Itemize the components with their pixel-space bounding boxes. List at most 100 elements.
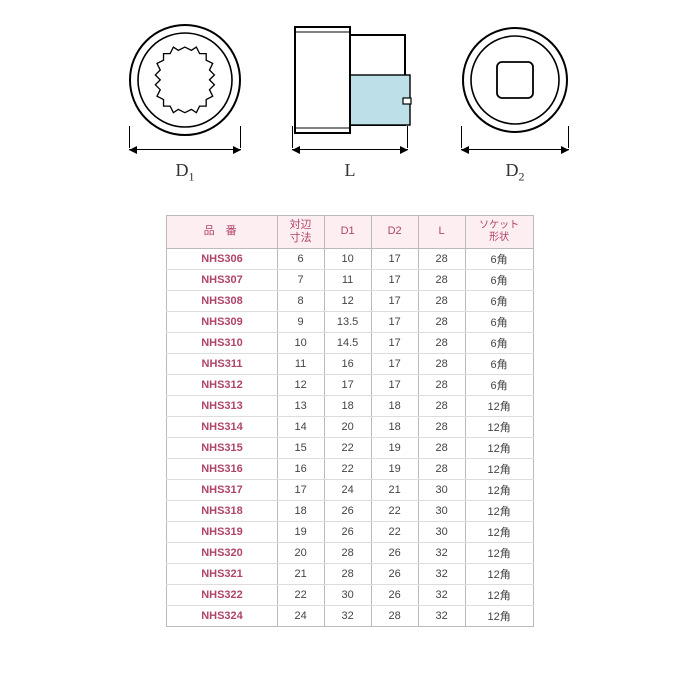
cell-d1: 30 xyxy=(324,584,371,605)
cell-shape: 12角 xyxy=(465,500,533,521)
cell-shape: 6角 xyxy=(465,248,533,269)
cell-d1: 11 xyxy=(324,269,371,290)
cell-l: 30 xyxy=(418,521,465,542)
col-d1: D1 xyxy=(324,215,371,248)
cell-d1: 10 xyxy=(324,248,371,269)
table-row: NHS3222230263212角 xyxy=(167,584,533,605)
cell-d1: 28 xyxy=(324,563,371,584)
cell-l: 28 xyxy=(418,353,465,374)
cell-shape: 12角 xyxy=(465,416,533,437)
table-wrap: 品番 対辺 寸法 D1 D2 L ソケット 形状 NHS30661017286角… xyxy=(0,215,700,627)
dim-label-l: L xyxy=(345,160,356,181)
cell-d2: 28 xyxy=(371,605,418,626)
socket-rear-icon xyxy=(455,20,575,140)
cell-l: 30 xyxy=(418,500,465,521)
cell-pn: NHS313 xyxy=(167,395,277,416)
cell-d2: 17 xyxy=(371,290,418,311)
cell-af: 12 xyxy=(277,374,324,395)
table-row: NHS311111617286角 xyxy=(167,353,533,374)
cell-d2: 26 xyxy=(371,584,418,605)
cell-d1: 17 xyxy=(324,374,371,395)
cell-pn: NHS309 xyxy=(167,311,277,332)
cell-af: 13 xyxy=(277,395,324,416)
spec-table: 品番 対辺 寸法 D1 D2 L ソケット 形状 NHS30661017286角… xyxy=(166,215,533,627)
cell-pn: NHS306 xyxy=(167,248,277,269)
cell-d2: 22 xyxy=(371,521,418,542)
cell-pn: NHS315 xyxy=(167,437,277,458)
cell-d2: 18 xyxy=(371,395,418,416)
cell-l: 32 xyxy=(418,584,465,605)
cell-l: 28 xyxy=(418,395,465,416)
cell-pn: NHS316 xyxy=(167,458,277,479)
diagram-row: D1 xyxy=(0,20,700,185)
cell-l: 28 xyxy=(418,332,465,353)
dim-line-d1 xyxy=(125,140,245,158)
diagram-d2: D2 xyxy=(455,20,575,185)
cell-d2: 17 xyxy=(371,248,418,269)
cell-l: 28 xyxy=(418,311,465,332)
cell-pn: NHS320 xyxy=(167,542,277,563)
cell-pn: NHS311 xyxy=(167,353,277,374)
col-shape: ソケット 形状 xyxy=(465,215,533,248)
col-d2: D2 xyxy=(371,215,418,248)
cell-pn: NHS308 xyxy=(167,290,277,311)
table-row: NHS30661017286角 xyxy=(167,248,533,269)
table-row: NHS30881217286角 xyxy=(167,290,533,311)
cell-af: 11 xyxy=(277,353,324,374)
dim-line-d2 xyxy=(455,140,575,158)
table-row: NHS3131318182812角 xyxy=(167,395,533,416)
cell-shape: 12角 xyxy=(465,458,533,479)
cell-d2: 22 xyxy=(371,500,418,521)
table-header-row: 品番 対辺 寸法 D1 D2 L ソケット 形状 xyxy=(167,215,533,248)
cell-d2: 26 xyxy=(371,563,418,584)
cell-d1: 24 xyxy=(324,479,371,500)
cell-shape: 12角 xyxy=(465,437,533,458)
col-l: L xyxy=(418,215,465,248)
cell-shape: 6角 xyxy=(465,290,533,311)
table-row: NHS3242432283212角 xyxy=(167,605,533,626)
col-pn: 品番 xyxy=(167,215,277,248)
cell-shape: 12角 xyxy=(465,395,533,416)
table-row: NHS3141420182812角 xyxy=(167,416,533,437)
table-row: NHS309913.517286角 xyxy=(167,311,533,332)
table-row: NHS3101014.517286角 xyxy=(167,332,533,353)
cell-pn: NHS319 xyxy=(167,521,277,542)
table-row: NHS312121717286角 xyxy=(167,374,533,395)
cell-pn: NHS312 xyxy=(167,374,277,395)
cell-l: 28 xyxy=(418,269,465,290)
cell-pn: NHS314 xyxy=(167,416,277,437)
cell-shape: 12角 xyxy=(465,563,533,584)
cell-pn: NHS317 xyxy=(167,479,277,500)
cell-l: 28 xyxy=(418,458,465,479)
cell-d1: 14.5 xyxy=(324,332,371,353)
cell-l: 28 xyxy=(418,248,465,269)
dim-line-l xyxy=(285,140,415,158)
socket-front-icon xyxy=(125,20,245,140)
cell-shape: 6角 xyxy=(465,311,533,332)
page: D1 xyxy=(0,0,700,700)
table-row: NHS3151522192812角 xyxy=(167,437,533,458)
cell-d2: 17 xyxy=(371,374,418,395)
cell-pn: NHS310 xyxy=(167,332,277,353)
cell-l: 28 xyxy=(418,437,465,458)
cell-af: 21 xyxy=(277,563,324,584)
cell-d2: 18 xyxy=(371,416,418,437)
cell-d1: 22 xyxy=(324,437,371,458)
diagram-l: L xyxy=(285,20,415,185)
cell-af: 7 xyxy=(277,269,324,290)
cell-pn: NHS321 xyxy=(167,563,277,584)
cell-d1: 18 xyxy=(324,395,371,416)
cell-shape: 12角 xyxy=(465,584,533,605)
table-row: NHS3161622192812角 xyxy=(167,458,533,479)
cell-af: 18 xyxy=(277,500,324,521)
cell-d2: 19 xyxy=(371,437,418,458)
cell-shape: 12角 xyxy=(465,605,533,626)
cell-l: 28 xyxy=(418,416,465,437)
cell-pn: NHS324 xyxy=(167,605,277,626)
cell-d2: 17 xyxy=(371,269,418,290)
cell-d1: 28 xyxy=(324,542,371,563)
col-af: 対辺 寸法 xyxy=(277,215,324,248)
cell-af: 19 xyxy=(277,521,324,542)
cell-shape: 6角 xyxy=(465,332,533,353)
cell-af: 8 xyxy=(277,290,324,311)
